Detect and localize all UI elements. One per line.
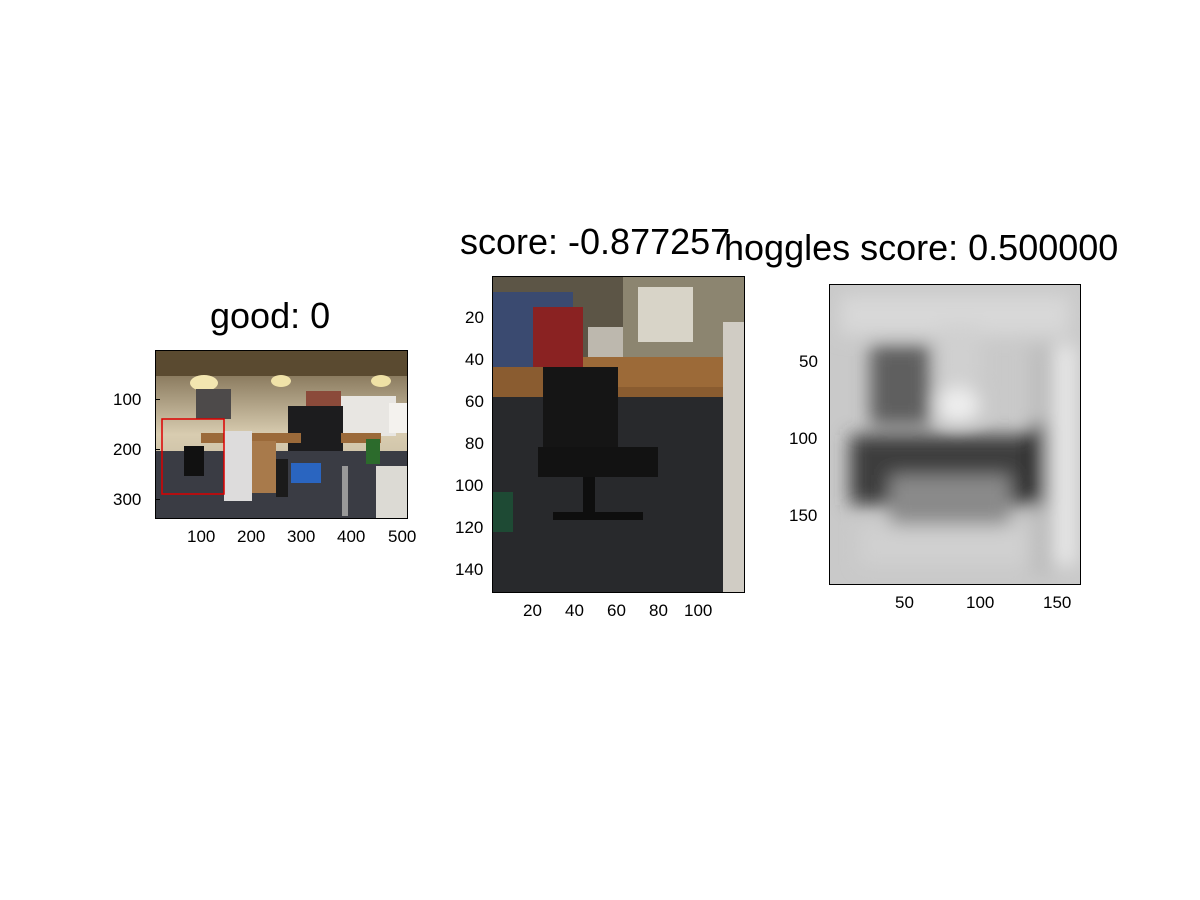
panel-2-axes [492, 276, 745, 593]
x-tick-label: 150 [1043, 593, 1072, 612]
panel-3-title: hoggles score: 0.500000 [724, 227, 1119, 268]
x-tick-label: 100 [966, 593, 995, 612]
y-tick-label: 20 [465, 308, 484, 327]
y-tick-label: 140 [455, 560, 484, 579]
y-tick-label: 80 [465, 434, 484, 453]
y-tick-label: 300 [113, 490, 142, 509]
panel-2-title: score: -0.877257 [460, 221, 731, 262]
x-tick-label: 500 [388, 527, 417, 546]
x-tick-label: 40 [565, 601, 584, 620]
panel-1-title: good: 0 [210, 295, 331, 336]
hoggles-heatmap [830, 285, 1080, 584]
x-tick-label: 60 [607, 601, 626, 620]
office-photo [156, 351, 407, 518]
x-tick-label: 400 [337, 527, 366, 546]
y-tick-label: 100 [113, 390, 142, 409]
y-tick-label: 120 [455, 518, 484, 537]
detection-box [161, 418, 225, 495]
x-tick-label: 200 [237, 527, 266, 546]
y-tick-label: 50 [799, 352, 818, 371]
x-tick-label: 20 [523, 601, 542, 620]
y-tick-label: 150 [789, 506, 818, 525]
y-tick-label: 40 [465, 350, 484, 369]
x-tick-label: 300 [287, 527, 316, 546]
y-tick-label: 60 [465, 392, 484, 411]
x-tick-label: 80 [649, 601, 668, 620]
panel-3-axes [829, 284, 1081, 585]
y-tick-label: 100 [789, 429, 818, 448]
x-tick-label: 100 [187, 527, 216, 546]
x-tick-label: 50 [895, 593, 914, 612]
crop-photo [493, 277, 744, 592]
panel-1-axes [155, 350, 408, 519]
x-tick-label: 100 [684, 601, 713, 620]
y-tick-label: 100 [455, 476, 484, 495]
y-tick-label: 200 [113, 440, 142, 459]
